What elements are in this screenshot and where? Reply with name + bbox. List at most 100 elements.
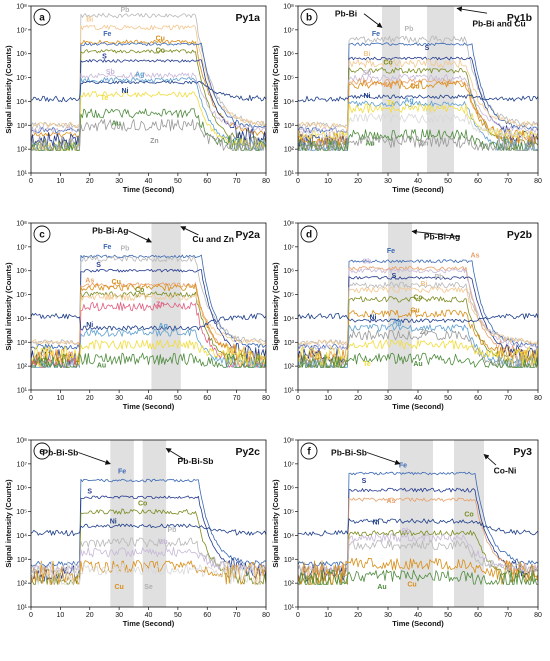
y-tick-label: 10¹	[284, 605, 295, 612]
shaded-interval	[388, 223, 412, 390]
x-tick-label: 20	[86, 178, 94, 185]
panel-letter: d	[306, 230, 312, 241]
x-tick-label: 60	[474, 612, 482, 619]
x-tick-label: 10	[56, 178, 64, 185]
x-tick-label: 0	[29, 612, 33, 619]
y-tick-label: 10⁴	[283, 533, 294, 540]
series-line-au	[31, 108, 266, 151]
panel-letter: f	[307, 447, 311, 458]
element-label-au: Au	[377, 584, 386, 591]
series-line-te	[298, 339, 538, 368]
x-tick-label: 0	[296, 612, 300, 619]
x-tick-label: 30	[115, 612, 123, 619]
x-tick-label: 20	[354, 612, 362, 619]
annotation-text: Pb-Bi-Ag	[92, 226, 128, 236]
x-tick-label: 60	[474, 178, 482, 185]
x-tick-label: 20	[86, 395, 94, 402]
element-label-s: S	[392, 273, 397, 280]
x-tick-label: 70	[233, 395, 241, 402]
element-label-bi: Bi	[86, 17, 93, 24]
element-label-au: Au	[365, 141, 374, 148]
series-line-fe	[298, 259, 538, 351]
panel-title: Py2b	[507, 229, 532, 241]
element-label-ag: Ag	[135, 71, 144, 78]
x-tick-label: 20	[354, 178, 362, 185]
element-label-pb: Pb	[121, 7, 130, 14]
x-tick-label: 10	[56, 612, 64, 619]
x-tick-label: 60	[203, 178, 211, 185]
y-tick-label: 10⁴	[16, 533, 27, 540]
element-label-ni: Ni	[86, 322, 93, 329]
element-label-co: Co	[138, 501, 147, 508]
panel-letter-badge	[33, 442, 51, 460]
series-line-ni	[298, 94, 538, 103]
x-tick-label: 0	[296, 395, 300, 402]
y-tick-label: 10⁵	[283, 509, 294, 516]
x-tick-label: 50	[174, 395, 182, 402]
element-label-zn: Zn	[420, 141, 429, 148]
x-tick-label: 10	[324, 612, 332, 619]
y-axis-label: Signal intensity (Counts)	[271, 479, 280, 568]
x-axis-label: Time (Second)	[392, 185, 444, 194]
panel-e: 0 10 20 30 40 50 60 70 80 10¹ 10² 10³ 10⁴ 10⁵ 10⁶ 10⁷ 10…	[4, 438, 270, 629]
series-line-cu	[31, 283, 266, 365]
y-tick-label: 10⁷	[17, 244, 28, 251]
panel-d: 0 10 20 30 40 50 60 70 80 10¹ 10² 10³ 10⁴ 10⁵ 10⁶ 10⁷ 10…	[271, 221, 542, 412]
element-label-as: As	[471, 253, 480, 260]
element-label-s: S	[362, 478, 367, 485]
x-tick-label: 0	[296, 178, 300, 185]
series-line-se	[31, 560, 266, 585]
annotation-text: Pb-Bi-Sb	[178, 456, 214, 466]
panel-title: Py3	[513, 446, 532, 458]
x-tick-label: 80	[262, 395, 270, 402]
element-label-bi: Bi	[107, 294, 114, 301]
x-tick-label: 70	[504, 178, 512, 185]
y-tick-label: 10⁸	[283, 221, 294, 228]
element-label-ag: Ag	[404, 98, 413, 105]
y-tick-label: 10⁶	[16, 51, 27, 58]
element-label-ni: Ni	[110, 519, 117, 526]
element-label-cu: Cu	[410, 307, 419, 314]
series-line-ni	[31, 523, 266, 537]
element-label-pb: Pb	[168, 527, 177, 534]
element-label-sb: Sb	[159, 539, 168, 546]
series-line-ag	[298, 100, 538, 151]
panel-letter-badge	[300, 442, 318, 460]
x-tick-label: 80	[262, 178, 270, 185]
element-label-pb: Pb	[435, 274, 444, 281]
series-line-pb	[31, 12, 266, 129]
x-tick-label: 50	[174, 178, 182, 185]
x-tick-label: 40	[145, 395, 153, 402]
element-label-sb: Sb	[402, 528, 411, 535]
shaded-interval	[142, 440, 167, 607]
series-line-te	[31, 339, 266, 368]
element-label-sb: Sb	[363, 259, 372, 266]
series-line-ni	[31, 80, 266, 103]
panel-letter-badge	[300, 225, 318, 243]
shaded-interval	[382, 6, 400, 173]
y-tick-label: 10²	[17, 147, 28, 154]
shaded-interval	[110, 440, 134, 607]
y-tick-label: 10¹	[17, 605, 28, 612]
annotation-arrow	[366, 452, 401, 465]
y-tick-label: 10³	[284, 557, 295, 564]
panel-title: Py2a	[235, 229, 260, 241]
series-line-au	[31, 352, 266, 368]
x-tick-label: 50	[174, 612, 182, 619]
y-tick-label: 10⁷	[284, 461, 295, 468]
element-label-fe: Fe	[103, 31, 111, 38]
element-label-ni: Ni	[122, 88, 129, 95]
panel-f: 0 10 20 30 40 50 60 70 80 10¹ 10² 10³ 10⁴ 10⁵ 10⁶ 10⁷ 10…	[271, 438, 542, 629]
series-line-fe	[298, 471, 538, 568]
y-tick-label: 10¹	[17, 171, 28, 178]
series-group	[298, 471, 538, 585]
series-line-cu	[298, 309, 538, 365]
x-axis-label: Time (Second)	[392, 402, 444, 411]
series-line-fe	[31, 478, 266, 568]
shaded-interval	[427, 6, 454, 173]
y-tick-label: 10⁶	[283, 51, 294, 58]
y-tick-label: 10⁸	[283, 4, 294, 11]
y-tick-label: 10⁵	[283, 75, 294, 82]
element-label-au: Au	[97, 362, 106, 369]
y-tick-label: 10⁸	[283, 438, 294, 445]
